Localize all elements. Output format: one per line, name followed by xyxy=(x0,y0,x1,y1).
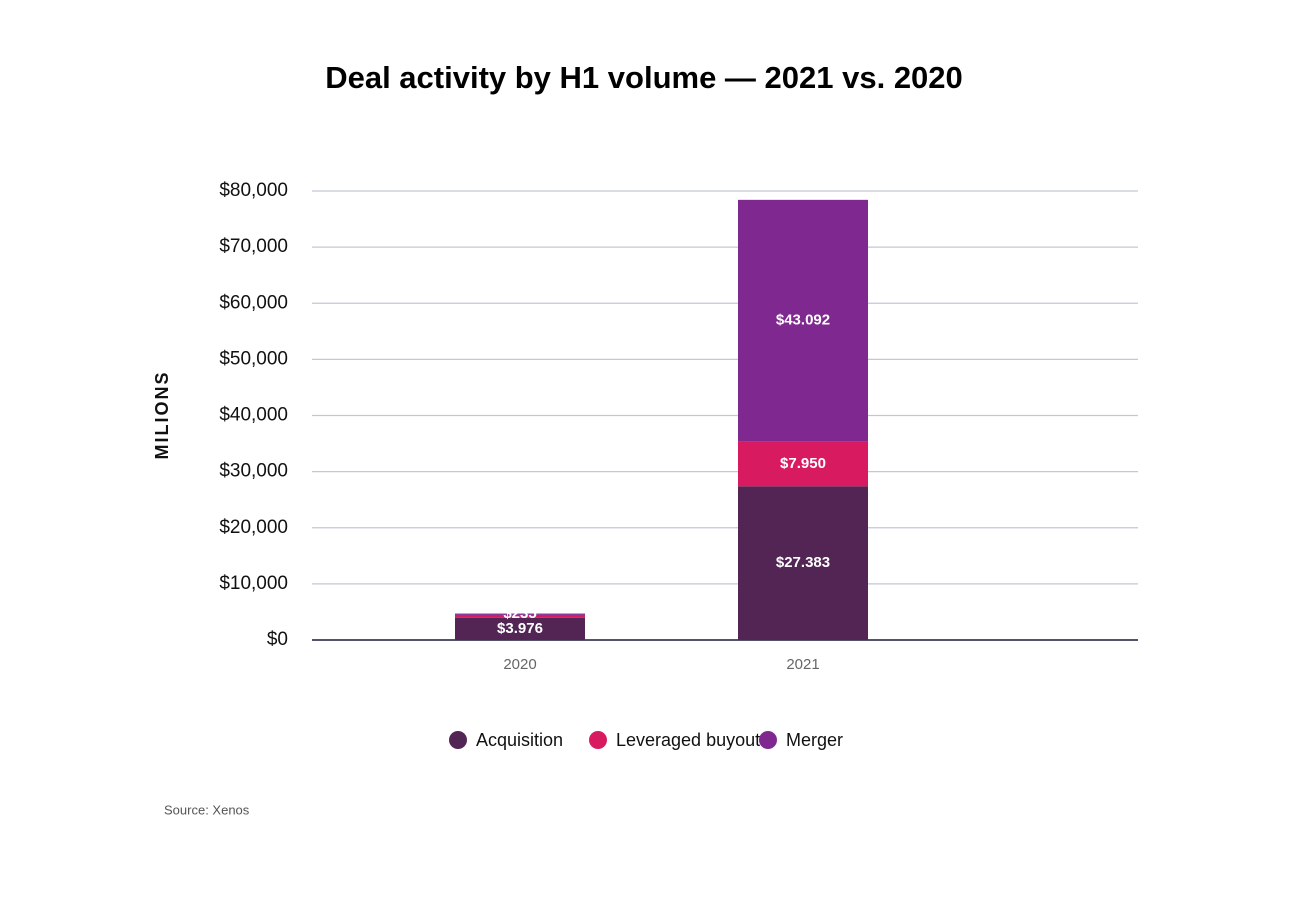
chart-title: Deal activity by H1 volume — 2021 vs. 20… xyxy=(325,60,963,95)
legend-swatch xyxy=(589,731,607,749)
bar-segment xyxy=(738,486,868,640)
data-label: $27.383 xyxy=(776,554,830,571)
x-tick-label: 2020 xyxy=(503,656,536,673)
y-tick-label: $20,000 xyxy=(219,517,288,538)
y-axis-label: MILIONS xyxy=(152,371,172,460)
data-label: $235 xyxy=(503,605,536,622)
bar-segment xyxy=(738,199,868,442)
y-tick-label: $0 xyxy=(267,629,288,650)
data-label: $43.092 xyxy=(776,312,830,329)
y-tick-label: $70,000 xyxy=(219,236,288,257)
legend-label: Leveraged buyout xyxy=(616,730,760,750)
y-tick-label: $40,000 xyxy=(219,405,288,426)
bar-segment xyxy=(455,613,585,615)
y-tick-label: $60,000 xyxy=(219,292,288,313)
bar-segment xyxy=(738,441,868,487)
legend-swatch xyxy=(759,731,777,749)
legend-label: Merger xyxy=(786,730,843,750)
y-tick-label: $50,000 xyxy=(219,348,288,369)
bar-segment xyxy=(455,617,585,640)
y-tick-label: $30,000 xyxy=(219,461,288,482)
data-label: $3.976 xyxy=(497,620,543,637)
y-tick-label: $80,000 xyxy=(219,180,288,201)
legend-label: Acquisition xyxy=(476,730,563,750)
legend-swatch xyxy=(449,731,467,749)
data-label: $7.950 xyxy=(780,455,826,472)
bar-segment xyxy=(455,614,585,618)
source: Source: Xenos xyxy=(164,802,250,817)
y-tick-label: $10,000 xyxy=(219,573,288,594)
x-tick-label: 2021 xyxy=(786,656,819,673)
